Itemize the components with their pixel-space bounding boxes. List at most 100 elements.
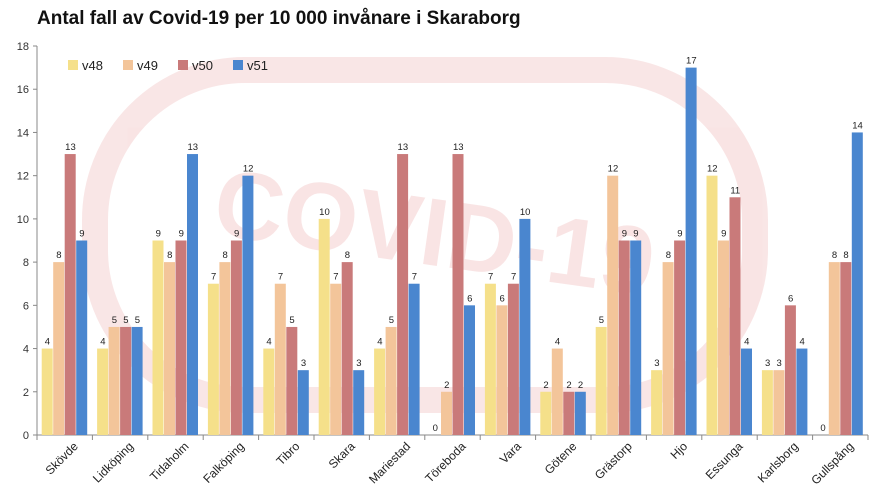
bar-v49 [718,240,729,435]
bar-v49 [828,262,840,435]
data-label-v49: 5 [389,315,394,326]
data-label-v49: 7 [278,272,283,283]
data-label-v48: 12 [707,164,718,175]
data-label-v48: 3 [654,358,659,369]
bar-v49 [441,391,452,435]
bar-v51 [685,67,697,435]
data-label-v50: 9 [677,229,682,240]
y-tick-label: 12 [17,171,29,183]
bar-v51 [353,370,365,435]
bar-v50 [64,154,76,436]
data-label-v49: 3 [777,358,782,369]
data-label-v50: 9 [622,229,627,240]
category-label: Skara [326,439,358,471]
bar-v51 [851,132,863,435]
category-label: Gullspång [808,439,856,487]
legend-label-v51: v51 [247,58,268,73]
bar-v51 [297,370,309,435]
data-label-v51: 2 [578,380,583,391]
category-label: Karlsborg [755,439,801,485]
bar-v51 [741,348,752,435]
bar-v50 [230,240,242,435]
bar-v48 [318,218,330,435]
legend-label-v50: v50 [192,58,213,73]
bar-v50 [452,154,464,436]
bar-v50 [563,391,575,435]
y-tick-label: 18 [17,41,29,53]
bar-v51 [76,240,88,435]
bar-v49 [385,326,397,435]
y-tick-label: 4 [23,344,29,356]
bar-v48 [152,240,164,435]
bar-v48 [706,175,718,435]
data-label-v49: 8 [666,250,671,261]
data-label-v50: 6 [788,293,793,304]
data-label-v50: 13 [398,142,409,153]
bar-v49 [219,262,231,435]
data-label-v48: 7 [488,272,493,283]
bar-v51 [630,240,642,435]
bar-v50 [840,262,852,435]
bar-v51 [187,154,198,436]
y-tick-label: 10 [17,214,29,226]
bar-v50 [286,326,298,435]
bar-v51 [796,348,808,435]
bar-v50 [618,240,630,435]
bar-v49 [164,262,175,435]
bar-v50 [175,240,187,435]
legend-swatch-v48 [68,60,78,70]
bar-v50 [397,154,409,436]
category-label: Vara [497,439,524,466]
legend-swatch-v49 [123,60,133,70]
category-label: Tidaholm [147,439,191,483]
legend-label-v48: v48 [82,58,103,73]
data-label-v50: 5 [123,315,128,326]
bar-v51 [574,391,586,435]
data-label-v48: 10 [319,207,330,218]
y-tick-label: 14 [17,127,29,139]
bar-v49 [108,326,120,435]
y-tick-label: 6 [23,300,29,312]
data-label-v51: 14 [852,120,863,131]
data-label-v48: 4 [45,337,50,348]
category-label: Essunga [703,439,746,482]
data-label-v49: 8 [832,250,837,261]
bar-v49 [330,283,342,435]
y-tick-label: 2 [23,387,29,399]
bar-v48 [540,391,552,435]
bar-v48 [374,348,386,435]
data-label-v48: 9 [156,229,161,240]
bar-v48 [207,283,219,435]
data-label-v48: 0 [433,423,438,434]
data-label-v49: 6 [500,293,505,304]
data-label-v49: 8 [167,250,172,261]
data-label-v51: 12 [243,164,254,175]
data-label-v50: 7 [511,272,516,283]
bar-v51 [408,283,420,435]
category-label: Mariestad [366,439,413,486]
bar-v50 [784,305,796,435]
bar-v48 [484,283,496,435]
y-tick-label: 8 [23,257,29,269]
data-label-v51: 13 [187,142,198,153]
data-label-v51: 6 [467,293,472,304]
bar-v49 [496,305,508,435]
bar-v48 [651,370,663,435]
data-label-v48: 0 [820,423,825,434]
data-label-v48: 4 [100,337,105,348]
data-label-v51: 3 [356,358,361,369]
data-label-v49: 12 [608,164,619,175]
data-label-v50: 8 [843,250,848,261]
data-label-v48: 2 [543,380,548,391]
bar-v48 [41,348,53,435]
data-label-v48: 5 [599,315,604,326]
bar-v49 [53,262,65,435]
legend-swatch-v50 [178,60,188,70]
data-label-v51: 9 [633,229,638,240]
data-label-v49: 8 [223,250,228,261]
bar-v51 [242,175,254,435]
watermark-ring [82,57,768,413]
data-label-v49: 9 [721,229,726,240]
bar-v48 [595,326,607,435]
